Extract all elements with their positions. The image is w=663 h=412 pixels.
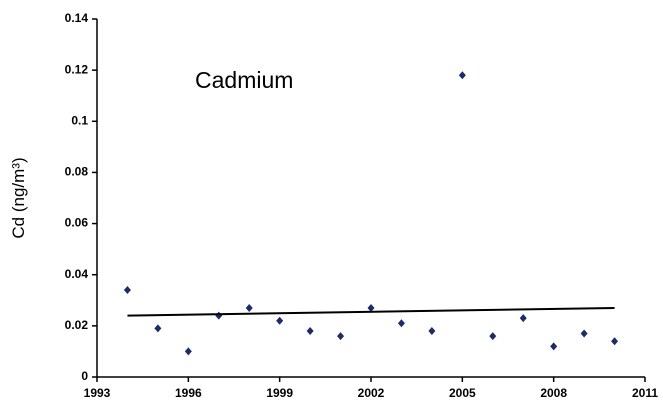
y-axis-title: Cd (ng/m³) [9,157,28,238]
data-point [611,337,619,346]
y-tick-label: 0.04 [65,267,89,281]
data-point [215,311,223,320]
data-point [245,303,253,312]
x-tick-label: 1993 [84,386,111,400]
data-point [276,316,284,325]
data-point [154,324,162,333]
data-point [489,332,497,341]
x-tick-label: 2011 [632,386,658,400]
data-point [397,319,405,328]
data-point [458,71,466,80]
y-tick-label: 0.14 [65,11,89,25]
y-tick-label: 0.12 [65,62,89,76]
data-point [428,326,436,335]
x-tick-label: 2002 [358,386,385,400]
x-tick-label: 1996 [175,386,202,400]
y-tick-label: 0 [81,369,88,383]
data-point [580,329,588,338]
x-tick-label: 2005 [449,386,476,400]
y-tick-label: 0.06 [65,216,89,230]
data-point [306,326,314,335]
trend-line [127,306,615,317]
chart-title: Cadmium [195,67,293,93]
data-point [367,303,375,312]
x-tick-label: 1999 [266,386,293,400]
data-point [550,342,558,351]
y-tick-label: 0.1 [71,113,88,127]
data-point [184,347,192,356]
y-tick-label: 0.08 [65,165,89,179]
y-tick-label: 0.02 [65,318,89,332]
x-tick-label: 2008 [540,386,567,400]
data-point [337,332,345,341]
data-point [519,314,527,323]
data-point [123,286,131,295]
